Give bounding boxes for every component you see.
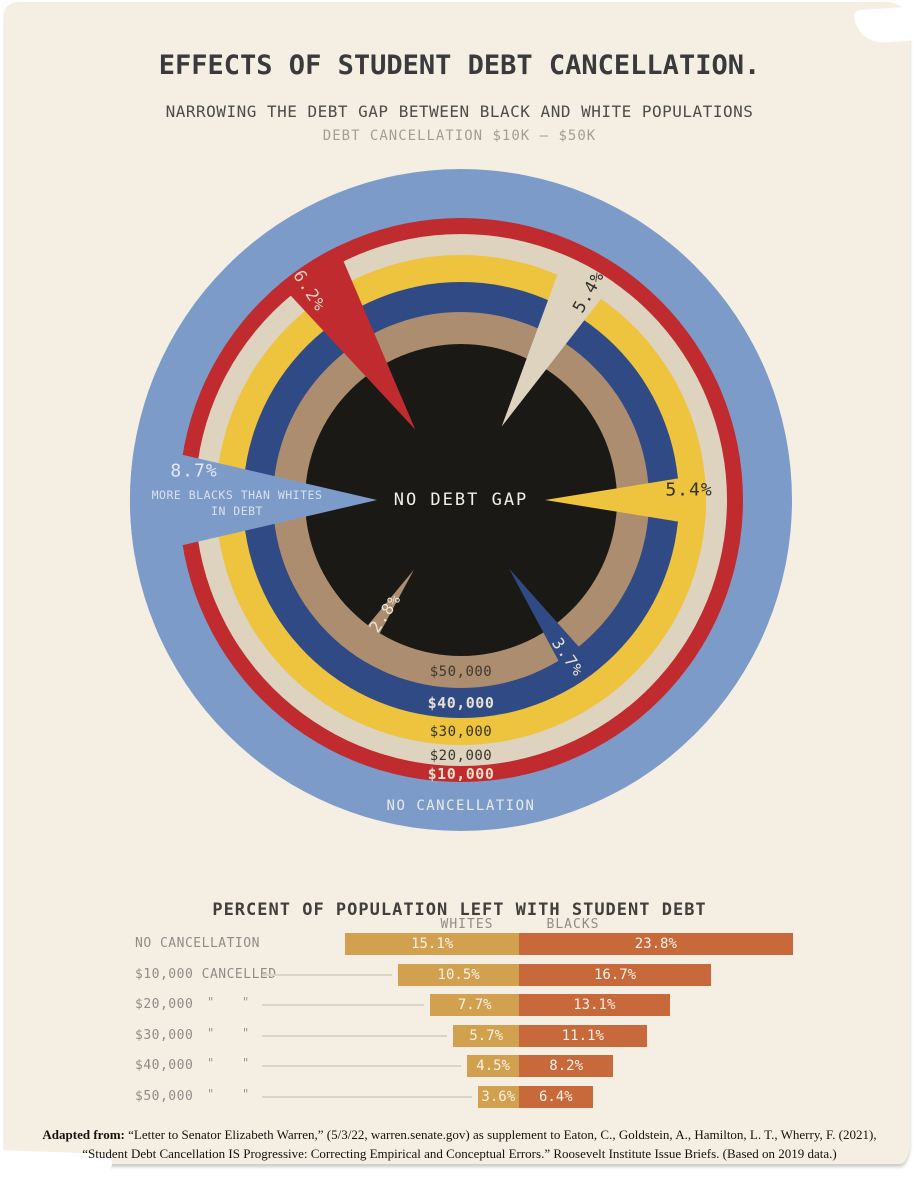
gap-wedge-value: 5.4%	[665, 480, 712, 501]
blacks-bar: 16.7%	[519, 963, 712, 986]
blacks-bar: 11.1%	[519, 1024, 647, 1047]
ditto-mark: "	[207, 1025, 215, 1040]
gap-wedge--50-000	[347, 569, 414, 662]
no-debt-gap-center-circle	[305, 344, 617, 656]
row-label: $20,000	[135, 997, 194, 1012]
bar-chart-section: PERCENT OF POPULATION LEFT WITH STUDENT …	[0, 880, 919, 1125]
ring-label--30-000: $30,000	[430, 724, 493, 740]
row-label: $40,000	[135, 1058, 194, 1073]
ditto-mark: "	[242, 995, 250, 1009]
gap-wedge-no-cancellation	[129, 443, 377, 557]
ring-label--20-000: $20,000	[430, 748, 493, 764]
whites-bar: 5.7%	[453, 1024, 519, 1047]
ditto-mark: "	[242, 1086, 250, 1101]
gap-wedge--40-000	[509, 568, 599, 688]
bar-row-2: $20,000 " " 7.7% 13.1%	[0, 994, 919, 1016]
whites-bar: 7.7%	[430, 994, 519, 1016]
blacks-bar: 6.4%	[519, 1085, 593, 1108]
row-label: $10,000 CANCELLED	[135, 966, 277, 982]
ditto-mark: "	[207, 995, 215, 1009]
gap-wedge-note-line: MORE BLACKS THAN WHITES	[152, 488, 323, 502]
gap-wedge-note-line: IN DEBT	[211, 504, 263, 518]
ring-label--40-000: $40,000	[428, 694, 495, 712]
whites-bar: 10.5%	[398, 963, 519, 986]
whites-bar: 3.6%	[477, 1085, 519, 1108]
radial-chart-title: NARROWING THE DEBT GAP BETWEEN BLACK AND…	[165, 102, 754, 121]
bar-chart-title: PERCENT OF POPULATION LEFT WITH STUDENT …	[212, 900, 707, 921]
bar-row-4: $40,000 " " 4.5% 8.2%	[0, 1055, 919, 1077]
leader-line	[262, 1065, 462, 1067]
row-label: NO CANCELLATION	[135, 936, 260, 951]
citation-text: “Letter to Senator Elizabeth Warren,” (5…	[82, 1127, 877, 1161]
leader-line	[262, 1004, 425, 1006]
page-title: EFFECTS OF STUDENT DEBT CANCELLATION.	[158, 50, 761, 82]
bar-row-3: $30,000 " " 5.7% 11.1%	[0, 1024, 919, 1047]
series-header-whites: WHITES	[440, 917, 494, 932]
row-label: $30,000	[135, 1027, 194, 1043]
radial-chart-subtitle: DEBT CANCELLATION $10K – $50K	[322, 128, 597, 144]
ring-label-no-cancellation: NO CANCELLATION	[387, 798, 536, 814]
source-citation: Adapted from: “Letter to Senator Elizabe…	[35, 1126, 885, 1164]
bar-row-5: $50,000 " " 3.6% 6.4%	[0, 1085, 919, 1108]
ring-label--10-000: $10,000	[428, 765, 495, 783]
leader-line	[262, 973, 393, 976]
blacks-bar: 13.1%	[519, 994, 670, 1016]
gap-wedge-value: 8.7%	[170, 461, 217, 482]
series-header-blacks: BLACKS	[546, 917, 600, 932]
row-label: $50,000	[135, 1088, 194, 1104]
gap-wedge--30-000	[545, 474, 706, 526]
center-label: NO DEBT GAP	[394, 490, 529, 510]
ring-label--50-000: $50,000	[430, 664, 493, 680]
blacks-bar: 23.8%	[519, 933, 793, 955]
ditto-mark: "	[207, 1056, 215, 1070]
bar-row-0: NO CANCELLATION 15.1% 23.8%	[0, 933, 919, 955]
ditto-mark: "	[242, 1056, 250, 1070]
whites-bar: 4.5%	[467, 1055, 519, 1077]
leader-line	[262, 1034, 448, 1037]
bar-row-1: $10,000 CANCELLED 10.5% 16.7%	[0, 963, 919, 986]
leader-line	[262, 1095, 472, 1098]
gap-wedge--20-000	[501, 255, 614, 427]
ditto-mark: "	[207, 1086, 215, 1101]
whites-bar: 15.1%	[345, 933, 519, 955]
ditto-mark: "	[242, 1025, 250, 1040]
blacks-bar: 8.2%	[519, 1055, 614, 1077]
citation-lead: Adapted from:	[42, 1127, 125, 1142]
gap-wedge--10-000	[279, 246, 416, 430]
